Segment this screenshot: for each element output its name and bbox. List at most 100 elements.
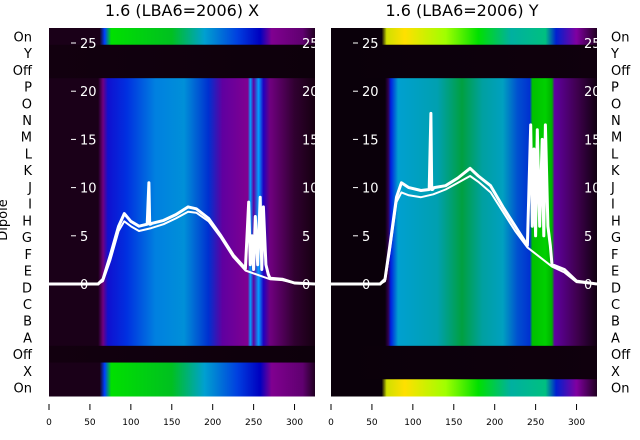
- heatmap-row-off: [49, 61, 315, 79]
- heatmap-row-k: [331, 161, 597, 180]
- heatmap-row-o: [49, 94, 315, 113]
- overlay-ytick-label-right: 10: [584, 182, 601, 197]
- overlay-ytick-label-right: 25: [584, 37, 601, 52]
- xtick-label: 100: [122, 418, 139, 428]
- heatmap-row-c: [49, 295, 315, 313]
- xtick-label: 250: [245, 418, 262, 428]
- overlay-ytick-label: 20: [362, 85, 379, 100]
- xtick-label: 200: [204, 418, 221, 428]
- heatmap-row-off: [331, 345, 597, 364]
- row-label-left: F: [25, 248, 32, 263]
- row-label-left: G: [22, 231, 32, 246]
- heatmap-row-k: [49, 161, 315, 180]
- xtick-label: 50: [366, 418, 378, 428]
- row-label-right: I: [611, 198, 615, 213]
- heatmap-row-a: [331, 329, 597, 347]
- xtick-label: 150: [445, 418, 462, 428]
- overlay-ytick-label-right: 0: [302, 278, 310, 293]
- overlay-ytick-label-right: 10: [302, 182, 319, 197]
- overlay-ytick-label-right: 0: [584, 278, 592, 293]
- row-label-right: H: [611, 214, 621, 229]
- row-label-left: Y: [23, 47, 32, 62]
- heatmap-row-f: [49, 245, 315, 263]
- overlay-ytick-label: 20: [80, 85, 97, 100]
- overlay-line-1: [331, 175, 597, 285]
- overlay-ytick-label: 5: [362, 230, 370, 245]
- xtick-label: 300: [286, 418, 303, 428]
- row-label-left: On: [14, 382, 32, 397]
- row-label-right: L: [611, 147, 619, 162]
- heatmap-row-p: [331, 78, 597, 96]
- overlay-ytick-label-right: 5: [584, 230, 592, 245]
- row-label-left: H: [22, 214, 32, 229]
- heatmap-row-on: [331, 28, 597, 46]
- panel-title-y: 1.6 (LBA6=2006) Y: [385, 1, 538, 20]
- row-label-right: Off: [611, 348, 631, 363]
- heatmap-row-c: [331, 295, 597, 313]
- row-label-left: N: [22, 114, 32, 129]
- row-label-right: K: [611, 164, 620, 179]
- y-axis-label: Dipole: [0, 199, 11, 240]
- row-label-right: A: [611, 331, 620, 346]
- row-label-right: On: [611, 30, 629, 45]
- overlay-ytick-label: 10: [80, 182, 97, 197]
- heatmap-row-i: [331, 195, 597, 213]
- row-label-left: L: [25, 147, 33, 162]
- overlay-ytick-label: 5: [80, 230, 88, 245]
- row-label-left: M: [21, 131, 32, 146]
- xtick-label: 50: [84, 418, 96, 428]
- xtick-label: 250: [527, 418, 544, 428]
- row-label-right: J: [610, 181, 615, 196]
- heatmap-row-y: [331, 44, 597, 62]
- heatmap-row-n: [331, 111, 597, 129]
- row-label-right: X: [611, 365, 620, 380]
- row-label-right: P: [611, 81, 619, 96]
- heatmap-row-a: [49, 329, 315, 347]
- row-label-right: Off: [611, 64, 631, 79]
- row-label-left: P: [24, 81, 32, 96]
- row-label-left: D: [22, 281, 32, 296]
- heatmap-row-y: [49, 44, 315, 62]
- heatmap-row-p: [49, 78, 315, 96]
- row-label-left: K: [23, 164, 32, 179]
- heatmap-row-d: [331, 278, 597, 297]
- heatmap-row-on: [49, 379, 315, 397]
- overlay-ytick-label: 10: [362, 182, 379, 197]
- heatmap-row-n: [49, 111, 315, 129]
- heatmap-row-x: [49, 362, 315, 380]
- overlay-line-0: [49, 181, 315, 286]
- row-label-left: Off: [13, 64, 33, 79]
- overlay-ytick-label-right: 15: [584, 133, 601, 148]
- overlay-ytick-label: 25: [362, 37, 379, 52]
- xtick-label: 150: [163, 418, 180, 428]
- xtick-label: 0: [328, 418, 334, 428]
- heatmap-row-j: [49, 178, 315, 196]
- row-label-right: Y: [610, 47, 619, 62]
- heatmap-row-b: [331, 312, 597, 330]
- heatmap-row-o: [331, 94, 597, 113]
- heatmap-row-e: [49, 262, 315, 280]
- row-label-left: X: [23, 365, 32, 380]
- heatmap-row-on: [331, 379, 597, 397]
- row-label-right: D: [611, 281, 621, 296]
- heatmap-row-off: [331, 61, 597, 79]
- overlay-ytick-label: 15: [80, 133, 97, 148]
- overlay-ytick-label-right: 15: [302, 133, 319, 148]
- row-label-right: N: [611, 114, 621, 129]
- overlay-ytick-label-right: 5: [302, 230, 310, 245]
- row-label-left: I: [28, 198, 32, 213]
- xtick-label: 200: [486, 418, 503, 428]
- heatmap-row-l: [49, 145, 315, 163]
- row-label-left: C: [23, 298, 32, 313]
- row-label-right: On: [611, 382, 629, 397]
- row-label-right: C: [611, 298, 620, 313]
- row-label-right: O: [611, 97, 621, 112]
- overlay-ytick-label-right: 20: [302, 85, 319, 100]
- row-label-left: B: [23, 315, 32, 330]
- overlay-line-0: [331, 111, 597, 286]
- overlay-ytick-label: 15: [362, 133, 379, 148]
- xtick-label: 0: [46, 418, 52, 428]
